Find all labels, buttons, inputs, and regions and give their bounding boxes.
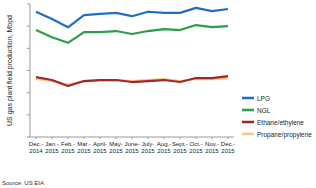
x-tick-label: Dec.-2014 bbox=[29, 141, 44, 154]
x-tick-label-line: 2015 bbox=[221, 148, 235, 154]
legend-label: Propane/propylene bbox=[257, 131, 312, 139]
x-tick-label: Sept.-2015 bbox=[172, 141, 188, 154]
y-axis-label: US gas plant field production, Mbpd bbox=[6, 15, 14, 126]
x-tick-label-line: Jan.- bbox=[45, 141, 58, 147]
x-tick-label-line: 2014 bbox=[29, 148, 43, 154]
x-tick-label-line: Dec.- bbox=[29, 141, 43, 147]
x-tick-label: Dec.-2015 bbox=[221, 141, 236, 154]
y-tick bbox=[27, 26, 30, 27]
x-tick-label: Mar.-2015 bbox=[77, 141, 91, 154]
x-tick-label-line: 2015 bbox=[109, 148, 123, 154]
x-tick-label-line: 2015 bbox=[45, 148, 59, 154]
x-tick-label: April-2015 bbox=[93, 141, 107, 154]
x-tick-label: June-2015 bbox=[124, 141, 139, 154]
x-tick-label-line: 2015 bbox=[173, 148, 187, 154]
x-tick-label-line: Aug.- bbox=[157, 141, 171, 147]
x-tick-label-line: Sept.- bbox=[172, 141, 188, 147]
y-tick bbox=[27, 48, 30, 49]
x-tick bbox=[116, 137, 117, 139]
x-tick bbox=[100, 137, 101, 139]
x-tick bbox=[212, 137, 213, 139]
x-tick bbox=[36, 137, 37, 139]
series-line bbox=[36, 8, 228, 27]
source: Source: US EIA bbox=[2, 180, 44, 186]
x-tick-label-line: 2015 bbox=[205, 148, 219, 154]
x-tick bbox=[196, 137, 197, 139]
x-tick bbox=[132, 137, 133, 139]
x-tick-label-line: Mar.- bbox=[77, 141, 91, 147]
legend-label: NGL bbox=[257, 107, 271, 114]
legend-swatch bbox=[242, 109, 254, 112]
x-tick-label-line: 2015 bbox=[141, 148, 155, 154]
x-tick-label-line: April- bbox=[93, 141, 107, 147]
legend-label: LPG bbox=[257, 95, 270, 102]
legend-swatch bbox=[242, 133, 254, 136]
x-tick bbox=[164, 137, 165, 139]
x-tick-label-line: 2015 bbox=[93, 148, 107, 154]
x-tick-label-line: 2015 bbox=[125, 148, 139, 154]
x-tick-label-line: 2015 bbox=[157, 148, 171, 154]
x-tick-label: Nov.-2015 bbox=[205, 141, 219, 154]
x-tick-label-line: 2015 bbox=[189, 148, 203, 154]
legend-label: Ethane/ethylene bbox=[257, 119, 304, 127]
x-tick bbox=[84, 137, 85, 139]
y-tick bbox=[27, 114, 30, 115]
x-tick-label: July-2015 bbox=[141, 141, 155, 154]
plot-lines bbox=[36, 8, 228, 86]
x-tick-label: May-2015 bbox=[109, 141, 123, 154]
y-tick bbox=[27, 70, 30, 71]
series-line bbox=[36, 76, 228, 86]
x-tick bbox=[228, 137, 229, 139]
x-tick-label-line: 2015 bbox=[61, 148, 75, 154]
x-tick-label: Jan.-2015 bbox=[45, 141, 59, 154]
x-tick-label-line: 2015 bbox=[77, 148, 91, 154]
x-tick bbox=[148, 137, 149, 139]
x-tick-label: Oct.-2015 bbox=[189, 141, 203, 154]
y-tick bbox=[27, 92, 30, 93]
legend-swatch bbox=[242, 121, 254, 124]
x-tick bbox=[180, 137, 181, 139]
x-tick-label-line: Oct.- bbox=[190, 141, 203, 147]
y-tick bbox=[27, 137, 30, 138]
x-tick-label-line: Feb.- bbox=[61, 141, 75, 147]
x-tick-label-line: July- bbox=[142, 141, 155, 147]
x-tick-label: Feb.-2015 bbox=[61, 141, 75, 154]
x-tick-label-line: Nov.- bbox=[205, 141, 219, 147]
series-line bbox=[36, 25, 228, 43]
x-tick-label-line: May- bbox=[109, 141, 122, 147]
x-tick bbox=[52, 137, 53, 139]
x-tick-label-line: Dec.- bbox=[221, 141, 235, 147]
y-tick bbox=[27, 4, 30, 5]
x-tick-label: Aug.-2015 bbox=[157, 141, 172, 154]
x-tick bbox=[68, 137, 69, 139]
legend-swatch bbox=[242, 97, 254, 100]
x-tick-label-line: June- bbox=[124, 141, 139, 147]
